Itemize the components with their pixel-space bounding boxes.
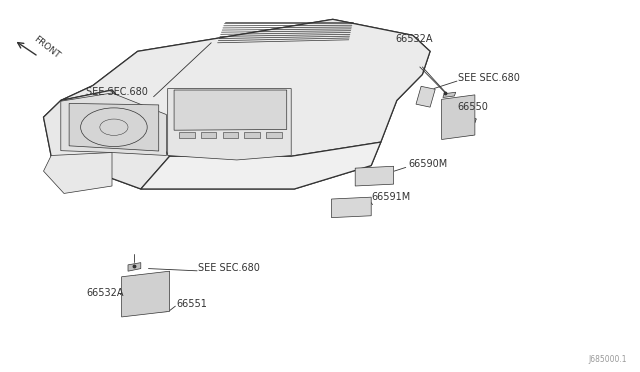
Bar [223, 132, 238, 138]
Polygon shape [141, 142, 381, 189]
Polygon shape [44, 19, 430, 189]
Polygon shape [122, 271, 170, 317]
Text: 66550: 66550 [458, 102, 488, 112]
Bar [201, 132, 216, 138]
Polygon shape [416, 86, 435, 107]
Polygon shape [442, 95, 475, 140]
Polygon shape [128, 263, 141, 271]
Polygon shape [174, 90, 287, 130]
Text: FRONT: FRONT [32, 34, 61, 60]
Polygon shape [332, 197, 371, 218]
Text: J685000.1: J685000.1 [589, 355, 627, 364]
Text: 66532A: 66532A [396, 34, 433, 44]
Polygon shape [61, 93, 166, 155]
Bar [266, 132, 282, 138]
Text: SEE SEC.680: SEE SEC.680 [86, 87, 148, 97]
Bar [244, 132, 260, 138]
Text: 66590M: 66590M [408, 159, 447, 169]
Text: 66551: 66551 [176, 299, 207, 309]
Polygon shape [44, 90, 170, 189]
Polygon shape [61, 19, 430, 156]
Polygon shape [168, 89, 291, 160]
Polygon shape [44, 153, 112, 193]
Polygon shape [69, 103, 159, 151]
Text: 66532A: 66532A [86, 288, 124, 298]
Text: 66591M: 66591M [371, 192, 410, 202]
Text: SEE SEC.680: SEE SEC.680 [198, 263, 260, 273]
Polygon shape [443, 92, 456, 97]
Text: SEE SEC.680: SEE SEC.680 [458, 73, 520, 83]
Polygon shape [355, 166, 394, 186]
Bar [179, 132, 195, 138]
